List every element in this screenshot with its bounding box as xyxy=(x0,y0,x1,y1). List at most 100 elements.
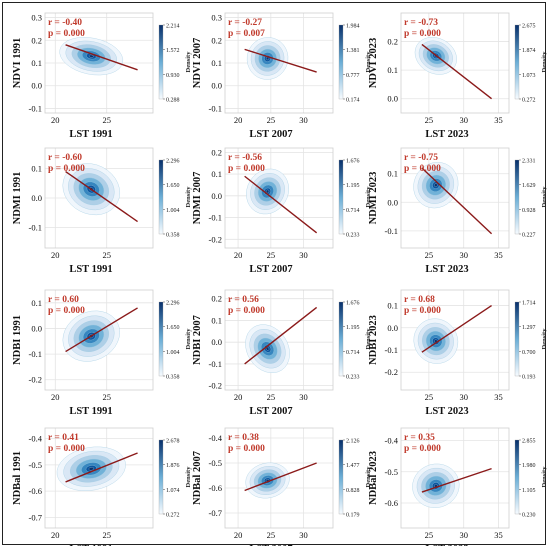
colorbar-tick-label: 1.714 xyxy=(522,301,536,307)
colorbar-label: Density xyxy=(541,466,547,488)
regression-line xyxy=(421,43,493,100)
stat-p-label: p = 0.000 xyxy=(228,306,265,316)
x-tick-label: 30 xyxy=(299,392,308,402)
chart-panel-8: 20 25 30 -0.2 -0.1 0.0 0.1 0.2 r = 0.56p = 0.000… xyxy=(192,289,372,417)
axes-frame xyxy=(44,427,154,529)
stat-r-label: r = 0.38 xyxy=(228,433,259,443)
colorbar-tick-label: 1.073 xyxy=(522,73,536,79)
colorbar-label: Density xyxy=(365,51,372,73)
x-axis-label: LST 1991 xyxy=(69,264,112,275)
chart-panel-12: 25 30 35 -0.6 -0.5 -0.4 r = 0.35p = 0.000 LST 2… xyxy=(368,427,548,551)
stat-r-label: r = -0.75 xyxy=(404,153,438,163)
y-tick-label: 0.1 xyxy=(387,65,398,75)
y-tick-label: -0.5 xyxy=(385,467,398,477)
colorbar-tick-label: 1.074 xyxy=(166,488,180,494)
colorbar-tick-label: 1.650 xyxy=(166,325,180,331)
x-tick-label: 30 xyxy=(459,392,468,402)
y-tick-label: 0.1 xyxy=(387,169,398,179)
y-tick-label: 0.0 xyxy=(211,81,222,91)
y-tick-label: -0.2 xyxy=(29,375,42,385)
chart-panel-3: 25 30 35 0.0 0.1 0.2 r = -0.73p = 0.000 LST 202… xyxy=(368,12,548,140)
colorbar-tick-label: 0.714 xyxy=(346,208,360,214)
colorbar xyxy=(338,24,344,100)
x-axis-label: LST 1991 xyxy=(69,129,112,140)
plot-area xyxy=(62,307,138,362)
colorbar-tick-label: 1.650 xyxy=(166,183,180,189)
plot-area xyxy=(56,446,138,491)
axes-frame xyxy=(44,147,154,249)
y-axis-label: NDVI 2007 xyxy=(192,38,203,88)
y-tick-label: 0.0 xyxy=(211,337,222,347)
colorbar xyxy=(158,439,164,515)
x-tick-label: 20 xyxy=(234,250,243,260)
colorbar-label: Density xyxy=(541,328,547,350)
y-axis-label: NDBI 2007 xyxy=(192,315,203,365)
stat-p-label: p = 0.000 xyxy=(404,164,441,174)
regression-line xyxy=(65,44,138,71)
x-axis-label: LST 1991 xyxy=(69,544,112,546)
colorbar-tick-label: 1.874 xyxy=(522,48,536,54)
x-tick-label: 20 xyxy=(234,530,243,540)
y-tick-label: 0.2 xyxy=(211,35,222,45)
stat-r-label: r = 0.41 xyxy=(48,433,79,443)
colorbar-label: Density xyxy=(365,328,372,350)
stat-p-label: p = 0.000 xyxy=(48,29,85,39)
chart-panel-5: 20 25 30 -0.2 -0.1 0.0 0.1 0.2 r = -0.56p = 0.00… xyxy=(192,147,372,275)
colorbar-label: Density xyxy=(365,466,372,488)
plot-area xyxy=(244,306,318,374)
colorbar xyxy=(158,159,164,235)
y-tick-label: 0.0 xyxy=(387,94,398,104)
regression-line xyxy=(421,467,492,493)
y-tick-label: 0.0 xyxy=(211,191,222,201)
plot-area xyxy=(244,37,317,80)
stat-p-label: p = 0.000 xyxy=(228,164,265,174)
axes-frame xyxy=(224,147,334,249)
colorbar-tick-label: 1.297 xyxy=(522,325,536,331)
colorbar xyxy=(338,439,344,515)
colorbar xyxy=(158,24,164,100)
chart-panel-6: 25 30 35 -0.1 0.0 0.1 r = -0.75p = 0.000 LST 20… xyxy=(368,147,548,275)
colorbar xyxy=(158,301,164,377)
colorbar xyxy=(514,439,520,515)
stat-r-label: r = -0.40 xyxy=(48,18,82,28)
stat-p-label: p = 0.000 xyxy=(404,444,441,454)
x-tick-label: 30 xyxy=(459,250,468,260)
x-tick-label: 20 xyxy=(51,115,60,125)
axes-frame xyxy=(224,427,334,529)
plot-area xyxy=(59,37,138,76)
colorbar-label: Density xyxy=(185,186,192,208)
x-tick-label: 25 xyxy=(425,392,434,402)
stat-r-label: r = 0.60 xyxy=(48,295,79,305)
x-tick-label: 30 xyxy=(299,530,308,540)
stat-r-label: r = -0.56 xyxy=(228,153,262,163)
y-axis-label: NDVI 2023 xyxy=(368,38,379,88)
stat-r-label: r = 0.35 xyxy=(404,433,435,443)
colorbar xyxy=(514,301,520,377)
colorbar-tick-label: 1.980 xyxy=(522,463,536,469)
colorbar-tick-label: 2.678 xyxy=(166,439,180,445)
colorbar-tick-label: 2.214 xyxy=(166,24,180,30)
x-tick-label: 25 xyxy=(102,392,111,402)
colorbar-tick-label: 0.233 xyxy=(346,375,360,381)
y-tick-label: -0.7 xyxy=(29,512,42,522)
x-tick-label: 35 xyxy=(494,250,503,260)
regression-line xyxy=(65,170,138,223)
y-tick-label: 0.1 xyxy=(211,58,222,68)
colorbar-tick-label: 0.193 xyxy=(522,375,536,381)
colorbar-tick-label: 1.629 xyxy=(522,183,536,189)
regression-line xyxy=(421,304,492,353)
y-tick-label: 0.2 xyxy=(211,147,222,157)
kde-contour xyxy=(434,183,438,187)
axes-frame xyxy=(44,289,154,391)
chart-panel-10: 20 25 -0.7 -0.6 -0.5 -0.4 r = 0.41p = 0.000 LST… xyxy=(12,427,192,551)
axes-frame xyxy=(400,147,510,249)
x-axis-label: LST 2007 xyxy=(249,544,292,546)
y-tick-label: -0.1 xyxy=(209,103,222,113)
x-axis-label: LST 2007 xyxy=(249,129,292,140)
y-axis-label: NDMI 2007 xyxy=(192,172,203,225)
colorbar-tick-label: 2.126 xyxy=(346,439,360,445)
colorbar xyxy=(514,24,520,100)
y-tick-label: -0.4 xyxy=(385,436,399,446)
stat-p-label: p = 0.000 xyxy=(228,444,265,454)
x-tick-label: 30 xyxy=(459,115,468,125)
